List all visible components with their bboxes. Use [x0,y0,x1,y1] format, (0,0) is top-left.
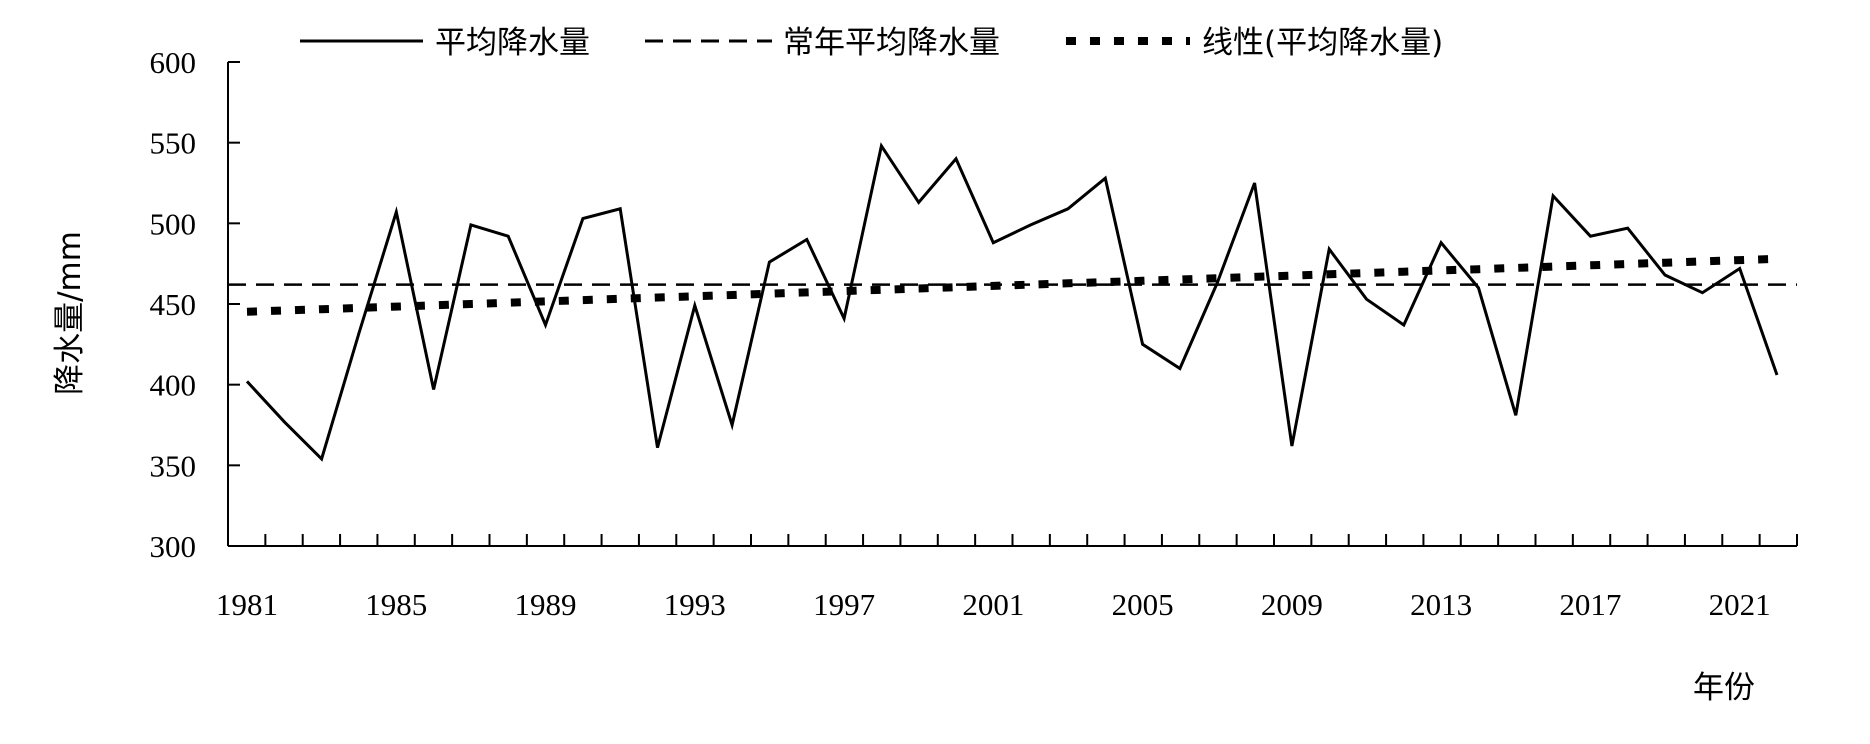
x-tick-label: 2017 [1559,587,1621,622]
x-tick-label: 2009 [1261,587,1323,622]
y-tick-label: 500 [150,206,197,241]
legend: 平均降水量 常年平均降水量 线性(平均降水量) [300,25,1443,61]
x-tick-label: 1985 [365,587,427,622]
y-tick-label: 350 [150,448,197,483]
x-tick-label: 1993 [664,587,726,622]
x-tick-label: 2013 [1410,587,1472,622]
y-tick-label: 400 [150,368,197,403]
x-tick-label: 2005 [1112,587,1174,622]
x-tick-label: 1981 [216,587,278,622]
x-axis-title: 年份 [1693,670,1755,706]
y-tick-label: 300 [150,529,197,564]
legend-label-dotted: 线性(平均降水量) [1202,25,1443,61]
y-axis-title: 降水量/mm [52,231,88,395]
ticks-group: 600 550 500 450 400 350 300 1981 1985 1989 1993 199… [150,45,1798,622]
legend-label-dashed: 常年平均降水量 [783,25,1000,61]
y-tick-label: 550 [150,126,197,161]
series-line-solid [245,142,1779,462]
x-tick-label: 1989 [515,587,577,622]
y-tick-label: 600 [150,45,197,80]
y-tick-label: 450 [150,287,197,322]
series-group [228,142,1797,462]
x-tick-label: 2021 [1709,587,1771,622]
x-tick-label: 1997 [813,587,875,622]
series-line-dotted [246,254,1778,316]
legend-label-solid: 平均降水量 [435,25,590,61]
x-tick-label: 2001 [962,587,1024,622]
